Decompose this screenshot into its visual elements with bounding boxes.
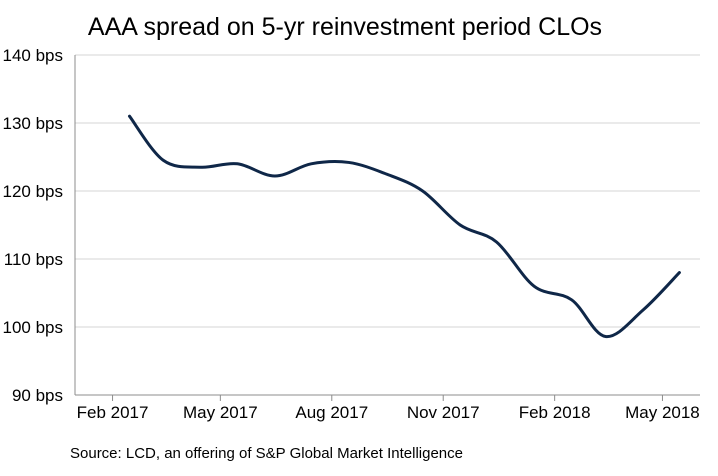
gridlines bbox=[75, 54, 700, 328]
y-tick-label: 90 bps bbox=[12, 386, 63, 405]
x-tick-label: Feb 2017 bbox=[77, 403, 149, 422]
y-tick-label: 120 bps bbox=[3, 182, 64, 201]
x-tick-label: May 2018 bbox=[625, 403, 700, 422]
y-tick-label: 130 bps bbox=[3, 114, 64, 133]
axes bbox=[74, 55, 700, 401]
x-tick-label: Nov 2017 bbox=[407, 403, 480, 422]
tick-labels: 90 bps 100 bps 110 bps 120 bps 130 bps 140 bp… bbox=[3, 46, 700, 422]
x-tick-label: Aug 2017 bbox=[295, 403, 368, 422]
x-tick-label: Feb 2018 bbox=[519, 403, 591, 422]
x-tick-label: May 2017 bbox=[183, 403, 258, 422]
y-tick-label: 100 bps bbox=[3, 318, 64, 337]
series-line bbox=[128, 114, 681, 339]
source-note: Source: LCD, an offering of S&P Global M… bbox=[70, 445, 463, 462]
y-tick-label: 140 bps bbox=[3, 46, 64, 65]
y-tick-label: 110 bps bbox=[4, 250, 63, 269]
series-layer bbox=[128, 114, 681, 339]
chart-title: AAA spread on 5-yr reinvestment period C… bbox=[88, 13, 602, 41]
